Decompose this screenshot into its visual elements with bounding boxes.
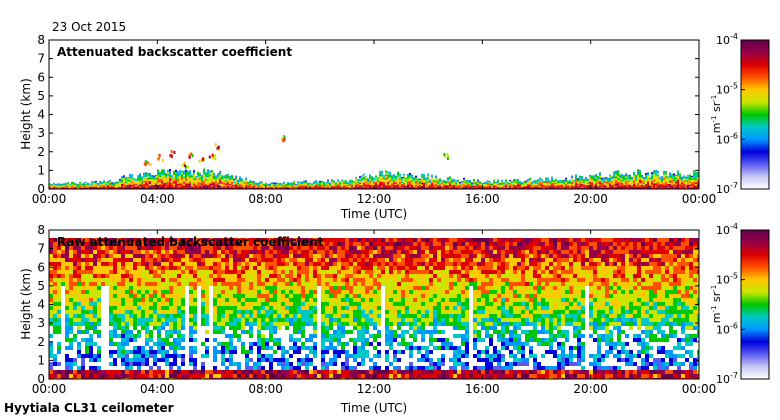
y-tick-label: 4 <box>37 108 45 122</box>
colorbar-label: m-1 sr-1 <box>710 285 723 323</box>
colorbar <box>741 230 769 379</box>
y-tick-label: 2 <box>37 335 45 349</box>
colorbar-tick-label: 10-4 <box>716 222 738 237</box>
y-tick-label: 6 <box>37 70 45 84</box>
x-tick-label: 08:00 <box>248 382 283 396</box>
y-tick-label: 2 <box>37 145 45 159</box>
y-tick-label: 1 <box>37 353 45 367</box>
y-tick-label: 4 <box>37 298 45 312</box>
y-tick-label: 5 <box>37 89 45 103</box>
x-tick-label: 20:00 <box>573 382 608 396</box>
y-tick-label: 8 <box>37 33 45 47</box>
y-tick-label: 1 <box>37 163 45 177</box>
colorbar-tick-label: 10-5 <box>716 82 738 97</box>
y-tick-label: 7 <box>37 52 45 66</box>
chart-title: Attenuated backscatter coefficient <box>57 45 292 59</box>
x-tick-label: 04:00 <box>140 382 175 396</box>
date-label: 23 Oct 2015 <box>52 20 127 34</box>
chart-title: Raw attenuated backscatter coefficient <box>57 235 324 249</box>
y-tick-label: 6 <box>37 260 45 274</box>
y-tick-label: 3 <box>37 126 45 140</box>
y-tick-label: 5 <box>37 279 45 293</box>
x-tick-label: 16:00 <box>465 192 500 206</box>
x-tick-label: 00:00 <box>682 382 717 396</box>
y-axis-label: Height (km) <box>19 268 33 339</box>
heatmap-data <box>49 135 699 189</box>
x-axis-label: Time (UTC) <box>340 207 407 221</box>
y-tick-label: 0 <box>37 372 45 386</box>
colorbar-tick-label: 10-7 <box>716 371 738 386</box>
instrument-label: Hyytiala CL31 ceilometer <box>4 401 174 415</box>
heatmap-data <box>49 238 699 379</box>
y-tick-label: 0 <box>37 182 45 196</box>
y-tick-label: 7 <box>37 242 45 256</box>
colorbar-tick-label: 10-5 <box>716 272 738 287</box>
x-axis-label: Time (UTC) <box>340 401 407 415</box>
panel-attenuated-backscatter: Attenuated backscatter coefficient 0 1 2 3 4… <box>19 32 770 221</box>
y-tick-label: 3 <box>37 316 45 330</box>
x-tick-label: 00:00 <box>682 192 717 206</box>
colorbar-frame <box>740 39 770 190</box>
x-tick-label: 12:00 <box>357 192 392 206</box>
panel-raw-attenuated-backscatter: Raw attenuated backscatter coefficient 0… <box>19 222 770 415</box>
colorbar-tick-label: 10-4 <box>716 32 738 47</box>
x-tick-label: 20:00 <box>573 192 608 206</box>
colorbar <box>741 40 769 189</box>
x-tick-label: 08:00 <box>248 192 283 206</box>
y-tick-label: 8 <box>37 223 45 237</box>
plot-area <box>49 40 699 189</box>
colorbar-frame <box>740 229 770 380</box>
x-tick-label: 00:00 <box>32 382 67 396</box>
colorbar-tick-label: 10-7 <box>716 181 738 196</box>
x-tick-label: 00:00 <box>32 192 67 206</box>
y-axis-label: Height (km) <box>19 78 33 149</box>
x-tick-label: 04:00 <box>140 192 175 206</box>
x-tick-label: 12:00 <box>357 382 392 396</box>
x-tick-label: 16:00 <box>465 382 500 396</box>
colorbar-label: m-1 sr-1 <box>710 95 723 133</box>
